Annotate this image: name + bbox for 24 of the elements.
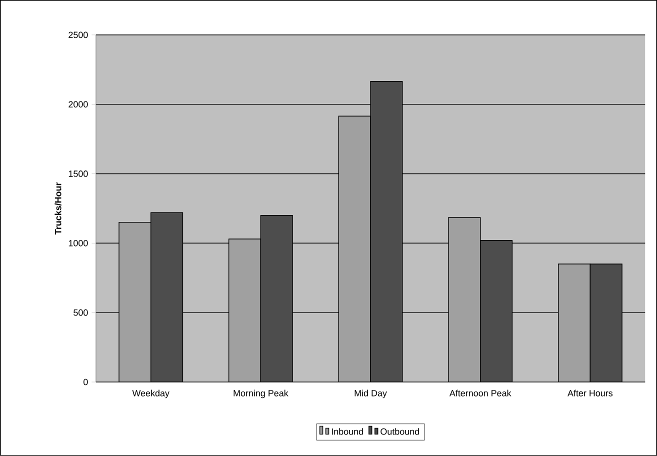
bar: [480, 240, 513, 382]
bar: [260, 215, 293, 382]
legend-label: Inbound: [332, 428, 363, 435]
y-tick-label: 2000: [68, 101, 88, 108]
bar: [150, 212, 184, 382]
x-tick-label: Afternoon Peak: [449, 390, 512, 396]
y-tick-label: 1000: [68, 240, 88, 246]
y-axis-title: Trucks/Hour: [54, 182, 62, 235]
bar: [228, 238, 262, 382]
bar: [590, 264, 622, 382]
bar: [338, 116, 371, 382]
bar: [448, 217, 481, 382]
bar: [370, 81, 403, 382]
y-tick-label: 0: [84, 378, 88, 386]
bar: [558, 264, 591, 382]
y-tick-label: 500: [74, 309, 88, 316]
x-tick-label: Weekday: [132, 390, 170, 398]
x-tick-label: Morning Peak: [234, 390, 288, 398]
y-tick-label: 2500: [68, 32, 88, 38]
bar: [118, 222, 152, 382]
x-tick-label: Mid Day: [354, 390, 387, 398]
y-tick-label: 1500: [68, 170, 88, 177]
legend-label: Outbound: [380, 428, 419, 435]
x-tick-label: After Hours: [568, 390, 613, 396]
